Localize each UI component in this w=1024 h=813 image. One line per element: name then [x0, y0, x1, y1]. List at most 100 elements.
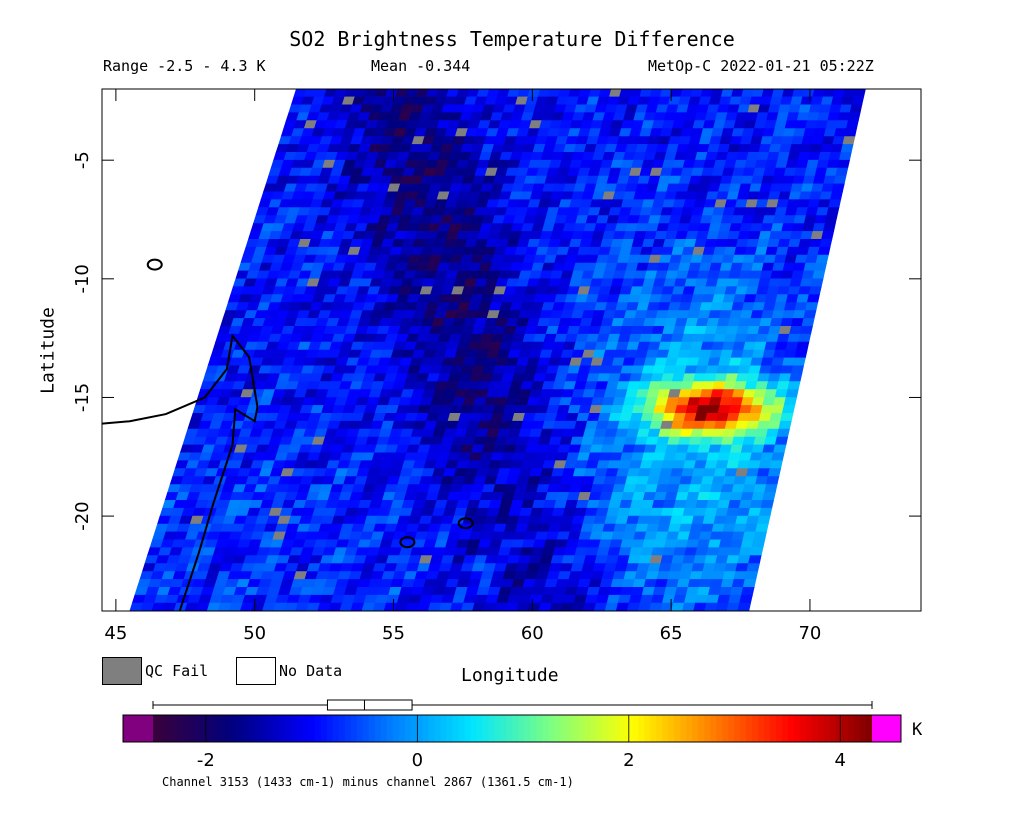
heatmap-cell	[604, 602, 619, 611]
heatmap-cell	[713, 515, 727, 525]
heatmap-cell	[629, 547, 643, 556]
heatmap-cell	[748, 231, 762, 240]
heatmap-cell	[796, 294, 810, 303]
heatmap-cell	[756, 286, 770, 295]
heatmap-cell	[791, 270, 805, 280]
heatmap-cell	[516, 602, 531, 611]
heatmap-cell	[693, 602, 707, 611]
heatmap-cell	[715, 507, 729, 517]
heatmap-cell	[682, 602, 696, 611]
colorbar-segment	[482, 715, 490, 742]
heatmap-cell	[584, 594, 599, 604]
heatmap-cell	[769, 460, 783, 469]
heatmap-cell	[838, 152, 852, 161]
heatmap-cell	[830, 144, 844, 153]
heatmap-cell	[649, 602, 663, 611]
heatmap-cell	[742, 389, 756, 398]
heatmap-cell	[677, 484, 691, 493]
heatmap-cell	[684, 499, 698, 509]
heatmap-cell	[672, 594, 687, 604]
heatmap-cell	[746, 325, 760, 335]
heatmap-cell	[461, 602, 475, 611]
heatmap-cell	[674, 452, 688, 462]
heatmap-cell	[744, 523, 758, 533]
heatmap-cell	[427, 602, 442, 611]
heatmap-cell	[751, 492, 765, 501]
heatmap-cell	[589, 531, 604, 541]
heatmap-cell	[616, 555, 631, 564]
heatmap-cell	[217, 602, 233, 611]
colorbar-segment	[212, 715, 220, 742]
colorbar-segment	[668, 715, 675, 742]
heatmap-cell	[778, 325, 792, 335]
heatmap-cell	[757, 515, 771, 525]
heatmap-cell	[711, 523, 726, 533]
colorbar-segment	[314, 715, 322, 742]
colorbar-segment	[308, 715, 316, 742]
heatmap-cell	[706, 318, 720, 327]
heatmap-cell	[719, 397, 733, 406]
heatmap-cell	[774, 341, 789, 351]
heatmap-cell	[785, 294, 799, 303]
x-tick-label: 50	[243, 623, 266, 644]
heatmap-cell	[722, 571, 737, 580]
heatmap-cell	[808, 286, 822, 295]
heatmap-cell	[689, 389, 703, 398]
heatmap-cell	[782, 357, 796, 367]
heatmap-cell	[750, 357, 764, 367]
heatmap-cell	[505, 602, 520, 611]
heatmap-cell	[745, 333, 759, 343]
y-axis-label: Latitude	[37, 307, 59, 394]
colorbar-segment	[440, 715, 448, 742]
colorbar-segment	[506, 715, 514, 742]
colorbar-over-swatch	[872, 715, 901, 742]
heatmap-cell	[140, 602, 155, 611]
heatmap-cell	[438, 602, 453, 611]
heatmap-cell	[717, 499, 731, 509]
colorbar-segment	[836, 715, 843, 742]
heatmap-cell	[784, 302, 798, 311]
colorbar-segment	[608, 715, 615, 742]
heatmap-cell	[794, 349, 808, 359]
heatmap-cell	[718, 357, 732, 367]
colorbar-segment	[344, 715, 352, 742]
colorbar-segment	[578, 715, 585, 742]
colorbar-segment	[158, 715, 166, 742]
heatmap-cell	[718, 539, 733, 549]
heatmap-cell	[783, 349, 797, 359]
colorbar-segment	[356, 715, 364, 742]
heatmap-cell	[789, 325, 803, 335]
heatmap-cell	[690, 476, 704, 485]
colorbar-segment	[758, 715, 765, 742]
x-axis-label: Longitude	[461, 665, 559, 686]
heatmap-cell	[757, 325, 771, 335]
heatmap-cell	[792, 310, 806, 319]
heatmap-cell	[405, 602, 420, 611]
heatmap-cell	[704, 555, 718, 564]
heatmap-cell	[780, 270, 794, 280]
heatmap-cell	[704, 460, 718, 469]
colorbar-segment	[860, 715, 867, 742]
colorbar-segment	[614, 715, 621, 742]
heatmap-cell	[574, 547, 589, 556]
heatmap-cell	[790, 365, 804, 375]
colorbar-segment	[518, 715, 526, 742]
heatmap-cell	[781, 405, 796, 414]
heatmap-cell	[755, 333, 769, 343]
heatmap-cell	[753, 436, 767, 446]
heatmap-cell	[273, 602, 288, 611]
heatmap-cell	[239, 602, 255, 611]
heatmap-cell	[753, 389, 767, 398]
heatmap-cell	[805, 302, 819, 311]
heatmap-cell	[760, 452, 774, 462]
heatmap-cell	[328, 602, 343, 611]
colorbar-segment	[806, 715, 813, 742]
heatmap-cell	[735, 239, 749, 248]
heatmap-cell	[722, 476, 736, 485]
heatmap-cell	[262, 602, 277, 611]
colorbar-segment	[428, 715, 436, 742]
colorbar-segment	[290, 715, 298, 742]
heatmap-cell	[744, 428, 758, 438]
heatmap-cell	[799, 278, 813, 288]
